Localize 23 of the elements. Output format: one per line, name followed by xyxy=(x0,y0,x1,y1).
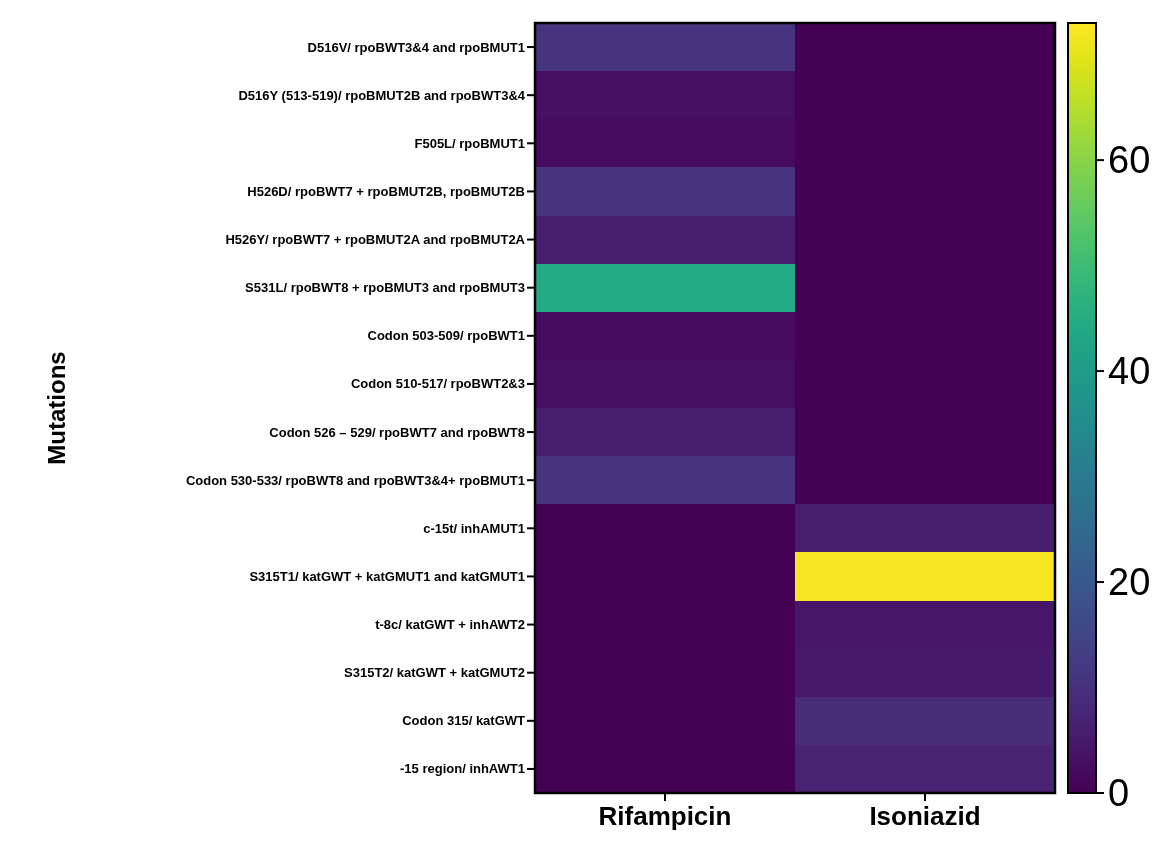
y-tick-label: D516Y (513-519)/ rpoBMUT2B and rpoBWT3&4 xyxy=(238,87,526,103)
y-tick-label: Codon 526 – 529/ rpoBWT7 and rpoBWT8 xyxy=(269,424,525,440)
color-bar-label: 0 xyxy=(1108,772,1130,814)
x-tick-label: Rifampicin xyxy=(598,801,732,831)
x-tick-label: Isoniazid xyxy=(869,801,981,831)
y-axis-title: Mutations xyxy=(43,351,70,465)
y-tick-label: S315T1/ katGWT + katGMUT1 and katGMUT1 xyxy=(249,568,525,584)
color-bar-label: 40 xyxy=(1108,350,1151,393)
color-bar-label: 20 xyxy=(1108,561,1151,604)
y-tick-label: D516V/ rpoBWT3&4 and rpoBMUT1 xyxy=(307,39,525,55)
y-tick-label: -15 region/ inhAWT1 xyxy=(400,761,525,777)
y-tick-label: S531L/ rpoBWT8 + rpoBMUT3 and rpoBMUT3 xyxy=(245,280,525,296)
y-tick-label: H526D/ rpoBWT7 + rpoBMUT2B, rpoBMUT2B xyxy=(247,183,525,199)
y-tick-label: H526Y/ rpoBWT7 + rpoBMUT2A and rpoBMUT2A xyxy=(225,232,526,248)
y-tick-label: c-15t/ inhAMUT1 xyxy=(423,520,525,536)
y-tick-label: S315T2/ katGWT + katGMUT2 xyxy=(344,665,525,681)
color-bar-label: 60 xyxy=(1108,139,1151,182)
y-tick-label: Codon 510-517/ rpoBWT2&3 xyxy=(350,376,525,392)
y-tick-label: Codon 503-509/ rpoBWT1 xyxy=(367,328,525,344)
y-tick-label: Codon 530-533/ rpoBWT8 and rpoBWT3&4+ rpoBMUT1 xyxy=(185,472,525,488)
y-tick-label: Codon 315/ katGWT xyxy=(402,713,526,729)
y-tick-label: F505L/ rpoBMUT1 xyxy=(414,135,525,151)
y-tick-label: t-8c/ katGWT + inhAWT2 xyxy=(375,617,525,633)
